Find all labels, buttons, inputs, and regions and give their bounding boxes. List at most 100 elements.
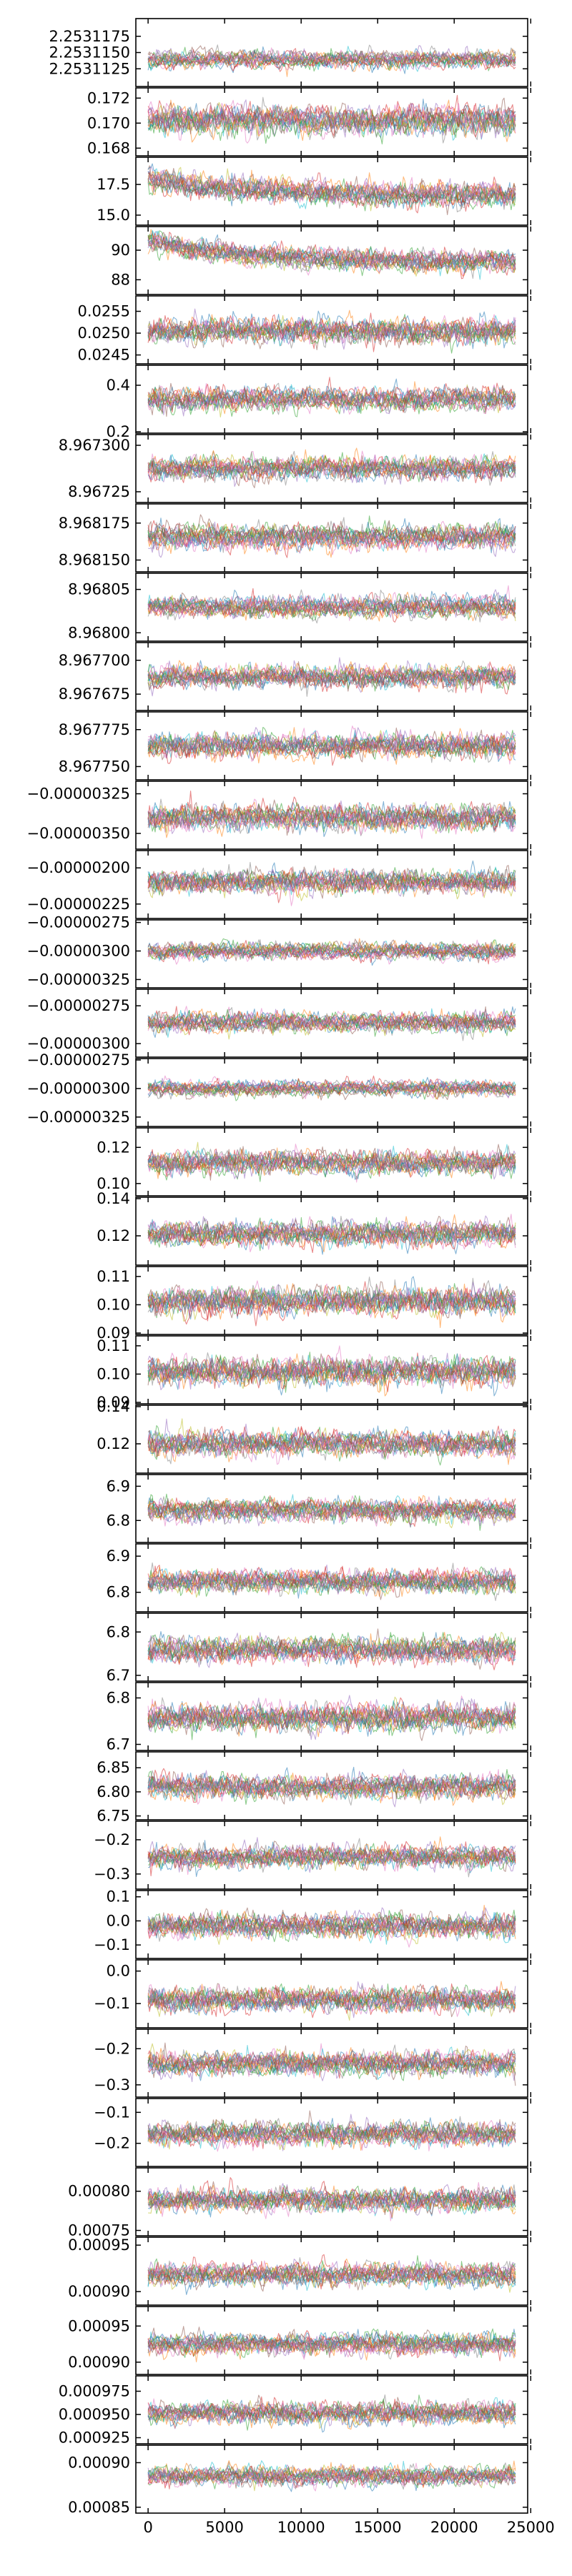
series-line	[147, 170, 516, 207]
series-line	[147, 520, 516, 550]
y-tick-label: −0.00000225	[26, 896, 130, 913]
panel-frame	[135, 850, 528, 919]
y-tick-label: 0.0245	[78, 347, 130, 364]
series-line	[147, 1498, 516, 1527]
panel-frame	[135, 434, 528, 503]
series-line	[147, 1081, 516, 1100]
series-line	[147, 1912, 516, 1941]
series-line	[147, 2184, 516, 2216]
series-line	[147, 1772, 516, 1801]
series-line	[147, 806, 516, 839]
panel-frame	[135, 711, 528, 781]
series-line	[147, 939, 516, 961]
y-tick-label: −0.00000275	[26, 1051, 130, 1069]
series-line	[147, 941, 516, 961]
panel-frame	[135, 1682, 528, 1751]
panel-frame	[135, 1474, 528, 1543]
y-tick-label: 0.10	[97, 1365, 130, 1382]
series-line	[148, 725, 516, 762]
series-line	[147, 106, 516, 144]
series-line	[147, 234, 516, 269]
series-line	[147, 385, 516, 415]
panel-frame	[135, 781, 528, 850]
panel-10-traces	[147, 657, 516, 697]
panel-frame	[135, 2167, 528, 2236]
series-line	[148, 1988, 516, 2015]
series-line	[147, 666, 516, 697]
y-tick-label: 6.8	[107, 1690, 130, 1707]
panel-12-traces	[147, 791, 516, 839]
series-line	[147, 2333, 516, 2358]
series-line	[147, 1009, 516, 1034]
series-line	[147, 102, 516, 139]
y-tick-label: 0.11	[97, 1337, 130, 1354]
panel-frame	[135, 1266, 528, 1335]
series-line	[147, 2262, 516, 2291]
panel-22: 6.8 6.9	[107, 1474, 532, 1543]
panel-frame	[135, 1751, 528, 1820]
series-line	[147, 171, 516, 213]
panel-2: 0.168 0.170 0.172	[87, 87, 532, 157]
series-line	[148, 2328, 516, 2352]
panel-5: 0.0245 0.0250 0.0255	[78, 295, 532, 365]
panel-14: −0.00000325 −0.00000300 −0.00000275	[26, 914, 532, 989]
y-tick-label: 90	[111, 242, 130, 259]
panel-7-traces	[147, 447, 516, 489]
panel-frame	[135, 1613, 528, 1682]
y-tick-label: 0.00090	[68, 2283, 130, 2300]
panel-1-traces	[147, 44, 516, 77]
panel-28-traces	[147, 1905, 516, 1948]
series-line	[147, 456, 516, 487]
series-line	[147, 1150, 516, 1179]
series-line	[147, 455, 516, 482]
series-line	[147, 97, 516, 139]
y-tick-label: −0.2	[94, 2135, 130, 2152]
panel-frame	[135, 157, 528, 226]
panel-frame	[135, 642, 528, 711]
panel-frame	[135, 1197, 528, 1266]
y-tick-label: 8.967700	[59, 652, 130, 669]
series-line	[147, 1149, 516, 1175]
panel-10: 8.967675 8.967700	[59, 642, 532, 711]
panel-frame	[135, 2306, 528, 2375]
y-tick-label: 6.85	[97, 1759, 130, 1776]
y-tick-label: 6.80	[97, 1783, 130, 1800]
series-line	[147, 871, 516, 901]
y-tick-label: 8.968175	[59, 515, 130, 532]
panel-frame	[135, 87, 528, 157]
panel-31: −0.2 −0.1	[94, 2098, 532, 2167]
panel-35: 0.000925 0.000950 0.000975	[59, 2375, 532, 2447]
panel-33-traces	[147, 2254, 516, 2295]
series-line	[147, 1635, 516, 1665]
series-line	[147, 798, 516, 830]
panel-36: 0.00085 0.00090	[68, 2444, 532, 2516]
series-line	[147, 1429, 516, 1462]
series-line	[147, 168, 516, 209]
y-tick-label: 0.172	[87, 89, 130, 106]
panel-9-traces	[147, 585, 516, 624]
series-line	[147, 44, 516, 67]
panel-19: 0.09 0.10 0.11	[97, 1266, 532, 1342]
panel-14-traces	[147, 938, 516, 966]
y-tick-label: 8.96800	[68, 624, 130, 641]
panel-17-traces	[147, 1141, 516, 1183]
y-tick-label: 6.8	[107, 1512, 130, 1529]
panel-24-traces	[147, 1628, 516, 1670]
y-tick-label: 0.000925	[59, 2429, 130, 2447]
y-tick-label: 0.12	[97, 1139, 130, 1156]
panel-11: 8.967750 8.967775	[59, 711, 532, 781]
series-line	[147, 451, 516, 483]
panel-17: 0.10 0.12	[97, 1127, 532, 1197]
panel-26-traces	[147, 1766, 516, 1808]
series-line	[147, 1983, 516, 2015]
x-tick-label: 25000	[507, 2519, 555, 2536]
series-line	[147, 526, 516, 558]
series-line	[147, 590, 516, 619]
series-line	[147, 1216, 516, 1244]
panel-7: 8.96725 8.967300	[59, 434, 532, 503]
y-tick-label: 0.00085	[68, 2499, 130, 2516]
series-line	[147, 861, 516, 893]
y-tick-label: 0.00095	[68, 2317, 130, 2334]
panel-2-traces	[147, 94, 516, 144]
panel-frame	[135, 2444, 528, 2514]
